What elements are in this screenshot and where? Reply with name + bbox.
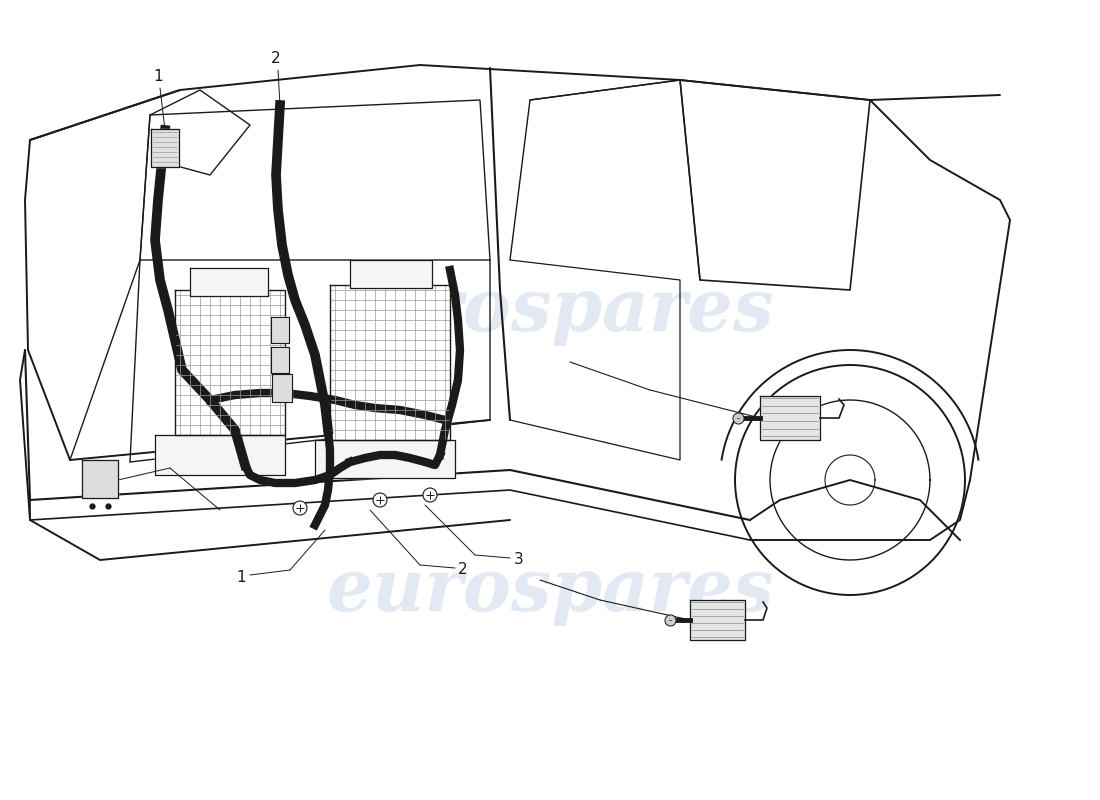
Polygon shape <box>82 460 118 498</box>
Polygon shape <box>330 285 450 440</box>
Text: 2: 2 <box>272 51 280 66</box>
Polygon shape <box>271 317 289 343</box>
Circle shape <box>373 493 387 507</box>
Text: eurospares: eurospares <box>327 274 773 346</box>
Polygon shape <box>271 347 289 373</box>
Polygon shape <box>350 260 432 288</box>
Polygon shape <box>155 435 285 475</box>
Polygon shape <box>760 396 820 440</box>
Polygon shape <box>190 268 268 296</box>
Text: 1: 1 <box>236 570 246 585</box>
Text: eurospares: eurospares <box>327 554 773 626</box>
Circle shape <box>293 501 307 515</box>
Polygon shape <box>272 374 292 402</box>
Text: 1: 1 <box>153 69 163 84</box>
Circle shape <box>424 488 437 502</box>
Text: 2: 2 <box>458 562 468 577</box>
Polygon shape <box>315 440 455 478</box>
Polygon shape <box>175 290 285 435</box>
Text: 3: 3 <box>514 551 524 566</box>
Polygon shape <box>151 129 179 167</box>
Polygon shape <box>690 600 745 640</box>
